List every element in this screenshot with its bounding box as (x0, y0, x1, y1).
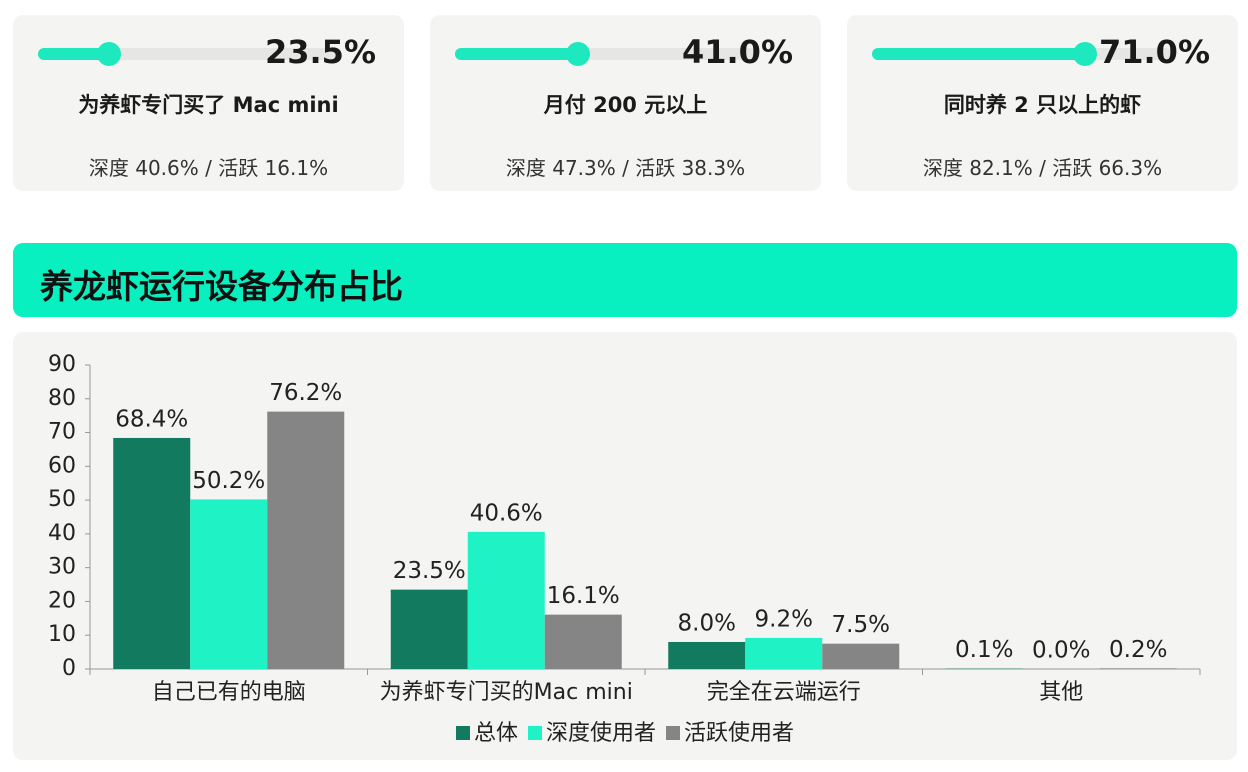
bar (267, 411, 345, 669)
value-label: 0.1% (955, 637, 1013, 663)
stat-card: 71.0% 同时养 2 只以上的虾 深度 82.1% / 活跃 66.3% (847, 15, 1238, 191)
bar (745, 637, 823, 669)
bar (668, 641, 746, 669)
x-tick-label: 其他 (1039, 680, 1083, 705)
bar (467, 531, 545, 669)
y-tick-label: 90 (48, 352, 76, 377)
x-tick-label: 为养虾专门买的Mac mini (380, 680, 633, 705)
value-label: 8.0% (678, 610, 736, 636)
stat-value: 23.5% (264, 33, 376, 71)
stat-detail: 深度 40.6% / 活跃 16.1% (88, 156, 329, 180)
stat-label: 月付 200 元以上 (543, 93, 708, 117)
value-label: 9.2% (755, 606, 813, 632)
y-tick-label: 70 (48, 420, 76, 445)
stat-value: 71.0% (1098, 33, 1210, 71)
progress-track (455, 42, 755, 66)
y-tick-label: 10 (48, 622, 76, 647)
progress-track (38, 42, 338, 66)
value-label: 76.2% (269, 380, 342, 406)
stat-label: 同时养 2 只以上的虾 (943, 93, 1142, 117)
y-tick-label: 20 (48, 588, 76, 613)
value-label: 16.1% (547, 583, 620, 609)
value-label: 0.0% (1032, 638, 1090, 664)
progress-knob (1073, 42, 1097, 66)
value-label: 40.6% (470, 500, 543, 526)
bar (1099, 668, 1177, 669)
progress-fill (872, 48, 1085, 60)
section-title: 养龙虾运行设备分布占比 (40, 267, 403, 306)
value-label: 68.4% (115, 406, 188, 432)
bar (544, 614, 622, 669)
y-tick-label: 50 (48, 487, 76, 512)
bar (822, 643, 900, 669)
stat-label: 为养虾专门买了 Mac mini (78, 93, 339, 117)
legend-swatch (527, 726, 542, 740)
progress-track (872, 42, 1172, 66)
value-label: 50.2% (192, 468, 265, 494)
progress-knob (96, 42, 121, 66)
x-tick-label: 完全在云端运行 (707, 680, 861, 705)
y-tick-label: 40 (48, 521, 76, 546)
y-tick-label: 60 (48, 453, 76, 478)
bar (113, 437, 191, 669)
progress-fill (38, 48, 109, 60)
y-tick-label: 0 (62, 656, 76, 681)
legend-label: 总体 (474, 721, 518, 746)
legend-swatch (666, 726, 681, 740)
value-label: 7.5% (832, 612, 890, 638)
bar (190, 499, 268, 669)
progress-fill (455, 48, 578, 60)
stat-card: 23.5% 为养虾专门买了 Mac mini 深度 40.6% / 活跃 16.… (13, 15, 404, 191)
y-tick-label: 30 (48, 555, 76, 580)
legend-label: 深度使用者 (546, 721, 656, 746)
stat-detail: 深度 47.3% / 活跃 38.3% (505, 156, 746, 180)
bar (390, 589, 468, 669)
y-tick-label: 80 (48, 386, 76, 411)
legend-swatch (455, 726, 470, 740)
value-label: 23.5% (393, 558, 466, 584)
x-tick-label: 自己已有的电脑 (152, 680, 306, 705)
stat-card: 41.0% 月付 200 元以上 深度 47.3% / 活跃 38.3% (430, 15, 821, 191)
stat-detail: 深度 82.1% / 活跃 66.3% (922, 156, 1163, 180)
progress-knob (566, 42, 590, 66)
value-label: 0.2% (1109, 637, 1167, 663)
section-banner: 养龙虾运行设备分布占比 (13, 243, 1237, 317)
legend-label: 活跃使用者 (684, 721, 794, 746)
stat-value: 41.0% (681, 33, 793, 71)
